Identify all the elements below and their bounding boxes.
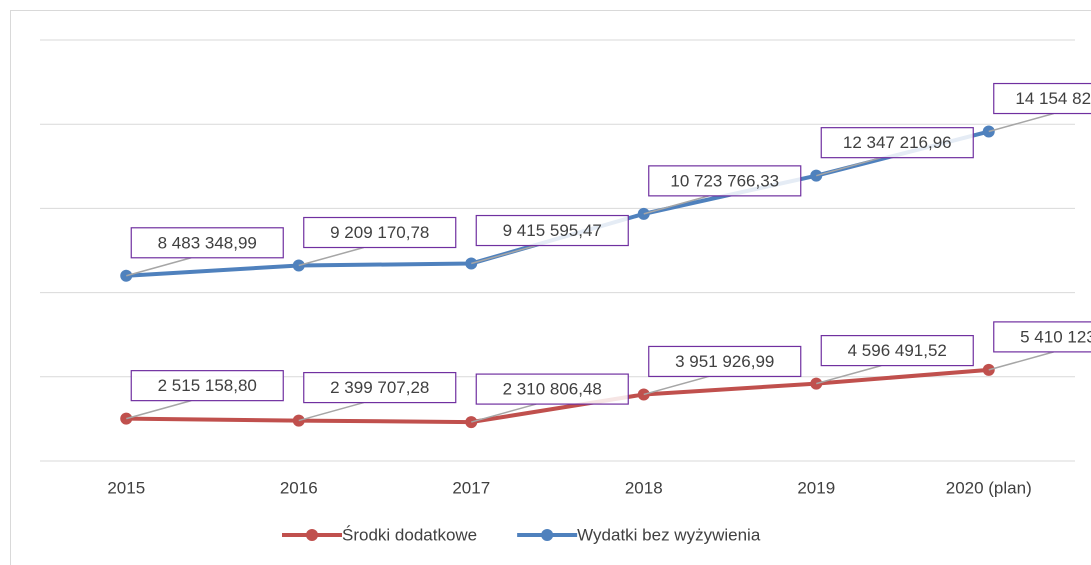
- data-label: 8 483 348,99: [158, 233, 257, 252]
- x-tick-label: 2016: [280, 478, 318, 497]
- data-label: 3 951 926,99: [675, 352, 774, 371]
- leader-line: [643, 195, 709, 215]
- series-line: [126, 367, 989, 425]
- label-box: [475, 373, 629, 405]
- leader-line: [298, 401, 364, 422]
- label-box: [820, 127, 974, 159]
- data-label: 10 723 766,33: [670, 171, 779, 190]
- label-box: [993, 82, 1091, 115]
- data-label: 4 596 491,52: [848, 341, 947, 360]
- label-box: [303, 371, 457, 404]
- leader-line: [988, 112, 1054, 133]
- legend-label: Środki dodatkowe: [342, 525, 477, 544]
- x-tick-label: 2019: [797, 478, 835, 497]
- leader-line: [816, 364, 882, 385]
- leader-line: [471, 244, 537, 265]
- leader-line: [298, 246, 364, 267]
- x-tick-label: 2017: [452, 478, 490, 497]
- legend-label: Wydatki bez wyżywienia: [577, 525, 761, 544]
- label-box: [130, 370, 284, 402]
- leader-line: [471, 403, 537, 423]
- label-box: [648, 345, 802, 378]
- label-box: [475, 214, 629, 247]
- label-box: [130, 227, 284, 259]
- label-box: [648, 165, 802, 197]
- label-box: [993, 321, 1091, 353]
- data-label: 2 310 806,48: [503, 380, 602, 399]
- data-label: 9 415 595,47: [503, 221, 602, 240]
- leader-line: [988, 351, 1054, 371]
- x-tick-label: 2015: [107, 478, 145, 497]
- data-label: 12 347 216,96: [843, 133, 952, 152]
- legend-marker: [541, 529, 554, 541]
- data-label: 9 209 170,78: [330, 223, 429, 242]
- x-tick-label: 2018: [625, 478, 663, 497]
- x-tick-label: 2020 (plan): [946, 478, 1032, 497]
- label-box: [303, 216, 457, 249]
- data-label: 14 154 824,00: [1015, 89, 1091, 108]
- leader-line: [816, 156, 882, 177]
- chart-frame: [10, 10, 1091, 565]
- data-label: 2 399 707,28: [330, 378, 429, 397]
- data-label: 2 515 158,80: [158, 376, 257, 395]
- leader-line: [126, 399, 192, 420]
- legend-marker: [306, 529, 318, 541]
- label-box: [820, 334, 974, 367]
- leader-line: [643, 375, 709, 396]
- leader-line: [126, 257, 192, 277]
- data-label: 5 410 123,08: [1020, 327, 1091, 346]
